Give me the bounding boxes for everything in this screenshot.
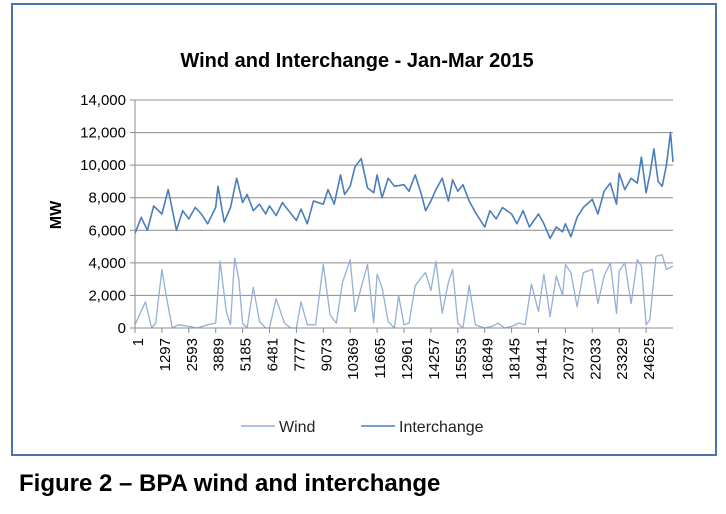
y-tick-label: 10,000: [80, 157, 126, 174]
x-tick-label: 6481: [265, 338, 282, 371]
y-tick-label: 8,000: [88, 190, 126, 207]
x-tick-label: 5185: [238, 338, 255, 371]
x-tick-label: 1297: [157, 338, 174, 371]
y-tick-label: 2,000: [88, 287, 126, 304]
axis-layer: [134, 100, 673, 329]
y-tick-label: 6,000: [88, 222, 126, 239]
x-tick-label: 2593: [184, 338, 201, 371]
y-tick-label: 14,000: [80, 92, 126, 109]
x-tick-label: 19441: [534, 338, 551, 380]
legend-label-wind: Wind: [279, 419, 315, 436]
y-tick-layer: 0 2,000 4,000 6,000 8,000 10,000 12,000 14,000: [80, 92, 135, 337]
y-tick-label: 12,000: [80, 125, 126, 142]
legend: Wind Interchange: [241, 419, 484, 436]
y-tick-label: 0: [118, 320, 126, 337]
figure-caption: Figure 2 – BPA wind and interchange: [19, 470, 441, 497]
series-line-wind: [134, 254, 674, 329]
x-tick-label: 20737: [560, 338, 577, 380]
x-tick-label: 23329: [614, 338, 631, 380]
series-line-interchange: [134, 131, 674, 240]
x-tick-label: 7777: [291, 338, 308, 371]
x-tick-label: 10369: [345, 338, 362, 380]
x-tick-label: 16849: [480, 338, 497, 380]
y-axis-label: MW: [48, 200, 65, 229]
y-tick-label: 4,000: [88, 255, 126, 272]
x-tick-label: 3889: [211, 338, 228, 371]
x-tick-label: 12961: [399, 338, 416, 380]
x-tick-label: 24625: [641, 338, 658, 380]
series-layer: [134, 131, 674, 329]
chart-title: Wind and Interchange - Jan-Mar 2015: [180, 50, 533, 72]
x-tick-label: 11665: [372, 338, 389, 379]
chart-svg: Wind and Interchange - Jan-Mar 2015 MW 0…: [13, 5, 715, 454]
x-tick-label: 18145: [507, 338, 524, 380]
x-tick-label: 14257: [426, 338, 443, 380]
x-tick-layer: 1 1297 2593 3889 5185 6481 7777 9073 10369 11665 1…: [130, 328, 658, 380]
x-tick-label: 15553: [453, 338, 470, 380]
chart-frame: Wind and Interchange - Jan-Mar 2015 MW 0…: [11, 3, 717, 456]
legend-label-interchange: Interchange: [399, 419, 484, 436]
chart-background: [13, 5, 715, 454]
x-tick-label: 22033: [587, 338, 604, 380]
x-tick-label: 9073: [318, 338, 335, 371]
x-tick-label: 1: [130, 338, 147, 346]
